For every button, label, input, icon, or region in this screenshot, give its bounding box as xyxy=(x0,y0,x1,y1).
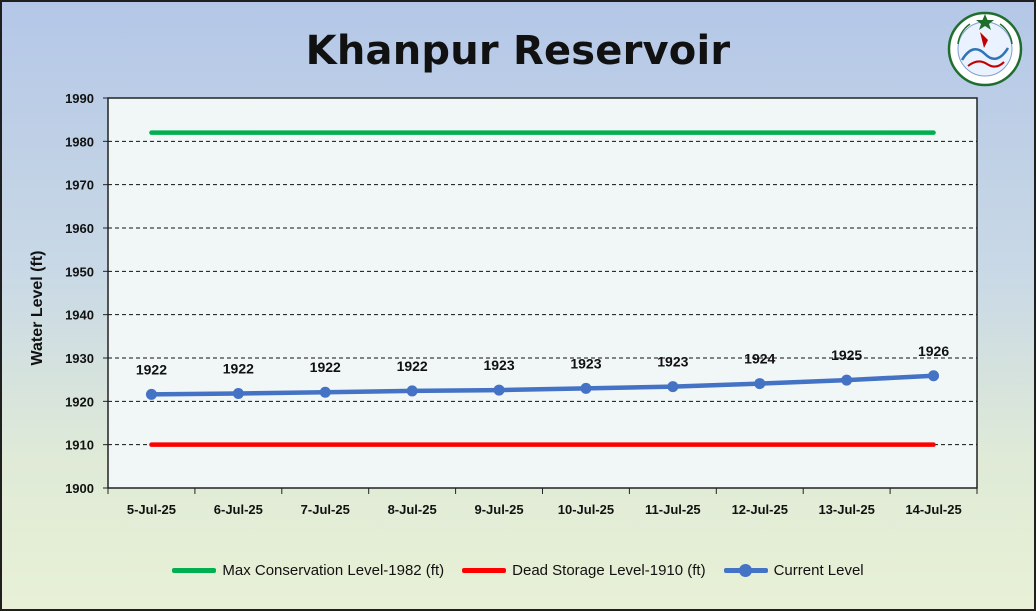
legend-label: Current Level xyxy=(773,562,864,579)
legend-marker-icon xyxy=(738,564,752,577)
data-label: 1922 xyxy=(310,359,341,375)
x-tick-label: 12-Jul-25 xyxy=(732,502,788,517)
legend-item: Max Conservation Level-1982 (ft) xyxy=(172,562,444,579)
x-tick-label: 13-Jul-25 xyxy=(818,502,874,517)
legend-label: Max Conservation Level-1982 (ft) xyxy=(222,562,445,579)
data-point xyxy=(232,388,244,400)
data-point xyxy=(928,370,940,382)
x-tick-label: 6-Jul-25 xyxy=(214,502,263,517)
y-tick-label: 1990 xyxy=(65,91,94,106)
y-tick-label: 1910 xyxy=(65,438,94,453)
x-tick-label: 11-Jul-25 xyxy=(645,502,701,517)
y-tick-label: 1970 xyxy=(65,178,94,193)
y-tick-label: 1940 xyxy=(65,308,94,323)
data-point xyxy=(841,374,853,386)
chart-title: Khanpur Reservoir xyxy=(305,28,731,74)
x-tick-label: 8-Jul-25 xyxy=(388,502,437,517)
legend-item: Dead Storage Level-1910 (ft) xyxy=(462,562,706,579)
data-point xyxy=(319,386,331,398)
data-label: 1922 xyxy=(223,361,254,377)
y-tick-label: 1930 xyxy=(65,351,94,366)
legend-swatch xyxy=(172,568,217,573)
plot-area xyxy=(107,97,978,489)
data-label: 1926 xyxy=(918,343,949,359)
legend-swatch xyxy=(723,564,768,577)
data-label: 1922 xyxy=(397,358,428,374)
data-point xyxy=(754,378,766,390)
y-tick-label: 1900 xyxy=(65,481,94,496)
data-point xyxy=(493,384,505,396)
data-label: 1924 xyxy=(744,351,775,367)
data-label: 1923 xyxy=(570,355,601,371)
x-tick-label: 5-Jul-25 xyxy=(127,502,176,517)
data-label: 1925 xyxy=(831,347,862,363)
pmd-logo-icon xyxy=(947,11,1023,87)
y-tick-label: 1960 xyxy=(65,221,94,236)
x-tick-label: 14-Jul-25 xyxy=(905,502,961,517)
data-label: 1923 xyxy=(657,354,688,370)
data-point xyxy=(580,382,592,394)
series-line-2 xyxy=(149,373,936,397)
data-point xyxy=(667,381,679,393)
legend-item: Current Level xyxy=(723,562,864,579)
legend-label: Dead Storage Level-1910 (ft) xyxy=(512,562,706,579)
x-tick-label: 10-Jul-25 xyxy=(558,502,614,517)
data-label: 1922 xyxy=(136,361,167,377)
y-tick-label: 1920 xyxy=(65,394,94,409)
y-tick-label: 1980 xyxy=(65,134,94,149)
data-label: 1923 xyxy=(483,357,514,373)
legend: Max Conservation Level-1982 (ft) Dead Sto… xyxy=(0,562,1036,579)
x-tick-label: 7-Jul-25 xyxy=(301,502,350,517)
y-tick-label: 1950 xyxy=(65,264,94,279)
y-axis-label: Water Level (ft) xyxy=(29,251,46,366)
legend-swatch xyxy=(462,568,507,573)
x-tick-label: 9-Jul-25 xyxy=(474,502,523,517)
data-point xyxy=(406,385,418,397)
data-point xyxy=(145,388,157,400)
